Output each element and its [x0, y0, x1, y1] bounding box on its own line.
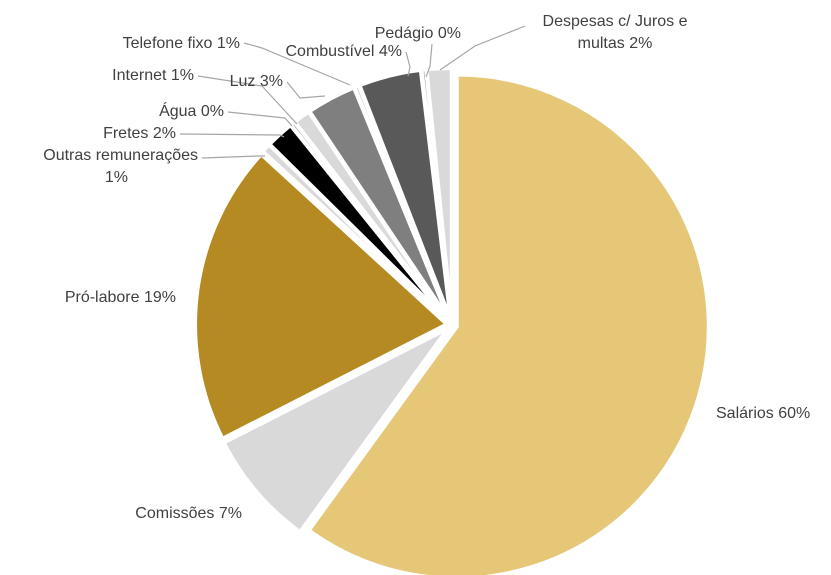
leader-lines [179, 25, 526, 159]
slice-label: Salários 60% [716, 405, 810, 422]
slice-label: Pedágio 0% [375, 25, 461, 42]
slice-label: Fretes 2% [103, 125, 176, 142]
pie-slice [220, 326, 450, 535]
slice-label: Despesas c/ Juros e multas 2% [543, 13, 688, 52]
pie-slice [424, 66, 454, 321]
slice-label: Outras remunerações 1% [43, 147, 198, 186]
leader-line [286, 81, 326, 99]
pie-slices [193, 66, 711, 575]
leader-line [179, 133, 285, 138]
leader-line [425, 43, 433, 78]
slice-label: Luz 3% [230, 73, 283, 90]
slice-label: Pró-labore 19% [65, 289, 176, 306]
pie-slice [305, 72, 711, 575]
leader-line [201, 155, 265, 159]
slice-label: Internet 1% [112, 67, 194, 84]
slice-label: Combustível 4% [286, 43, 403, 60]
leader-line [405, 51, 411, 77]
leader-line [243, 42, 351, 86]
slice-label: Telefone fixo 1% [123, 35, 240, 52]
leader-line [439, 25, 526, 71]
slice-label: Comissões 7% [135, 505, 242, 522]
slice-labels: Salários 60% Comissões 7% Pró-labore 19% Ou… [43, 13, 810, 522]
pie-slice [193, 151, 451, 442]
slice-label: Água 0% [159, 101, 224, 120]
leader-line [197, 75, 298, 125]
leader-line [227, 111, 293, 127]
